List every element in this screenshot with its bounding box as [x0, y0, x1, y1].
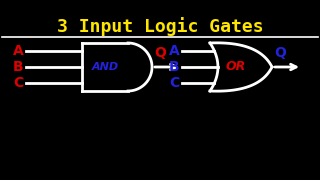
Text: 3 Input Logic Gates: 3 Input Logic Gates: [57, 17, 263, 36]
Text: AND: AND: [92, 62, 119, 72]
Text: Q: Q: [274, 46, 286, 60]
Text: A: A: [12, 44, 23, 58]
Text: OR: OR: [226, 60, 246, 73]
Text: Q: Q: [154, 46, 166, 60]
Text: A: A: [169, 44, 180, 58]
Text: B: B: [13, 60, 23, 74]
Text: C: C: [169, 76, 179, 90]
Text: C: C: [13, 76, 23, 90]
Text: B: B: [169, 60, 179, 74]
